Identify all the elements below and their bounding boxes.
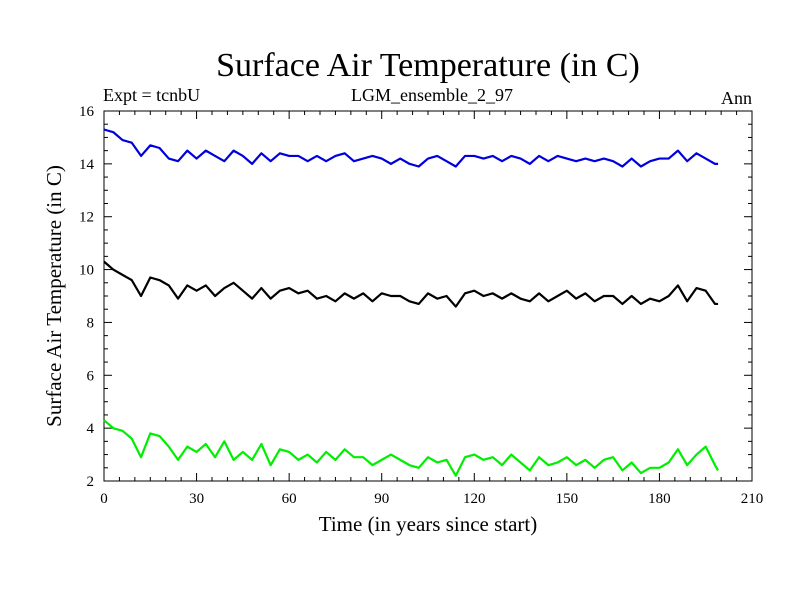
y-tick-label: 2: [87, 474, 95, 490]
y-tick-label: 10: [79, 263, 94, 279]
ensemble-label: LGM_ensemble_2_97: [351, 85, 513, 105]
x-tick-label: 150: [556, 491, 579, 507]
y-axis-label: Surface Air Temperature (in C): [42, 165, 66, 427]
period-label: Ann: [721, 88, 752, 108]
series-line-green: [103, 419, 720, 477]
chart-title: Surface Air Temperature (in C): [216, 47, 640, 84]
experiment-label: Expt = tcnbU: [103, 85, 200, 105]
x-tick-label: 30: [189, 491, 204, 507]
y-tick-label: 6: [87, 368, 95, 384]
series-group: [103, 128, 720, 477]
y-tick-label: 16: [79, 104, 95, 120]
axes: 0 30 60 90 120 150 180 210 2 4 6 8 10 12 14 16: [79, 104, 763, 507]
plot-frame: [103, 110, 753, 482]
x-tick-label: 180: [648, 491, 671, 507]
x-tick-label: 90: [374, 491, 389, 507]
series-line-black: [103, 260, 719, 308]
y-tick-label: 14: [79, 157, 95, 173]
x-axis-label: Time (in years since start): [319, 512, 538, 536]
x-tick-label: 60: [282, 491, 297, 507]
y-tick-label: 8: [87, 315, 95, 331]
x-tick-label: 0: [100, 491, 108, 507]
x-tick-label: 120: [463, 491, 486, 507]
y-tick-label: 4: [87, 421, 95, 437]
x-tick-label: 210: [741, 491, 764, 507]
series-line-blue: [103, 128, 719, 168]
y-tick-label: 12: [79, 210, 94, 226]
